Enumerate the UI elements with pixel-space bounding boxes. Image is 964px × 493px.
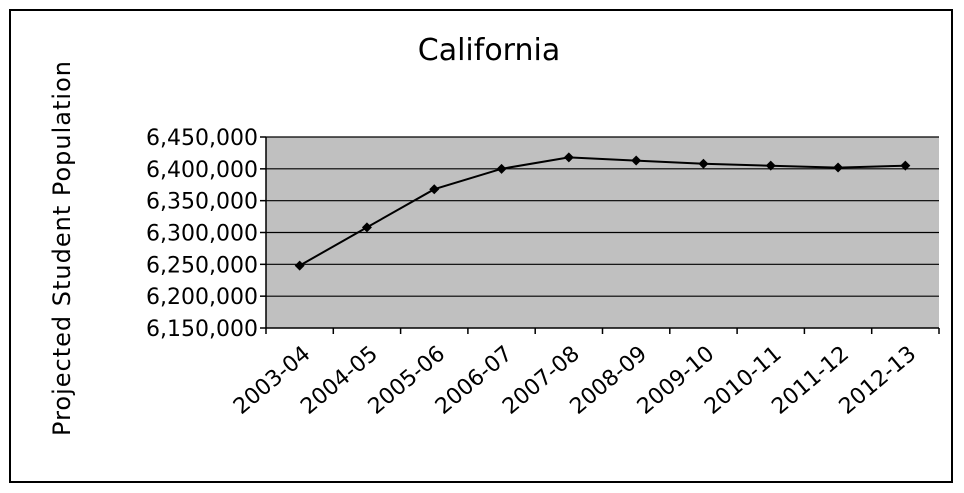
data-point [563, 152, 574, 163]
y-axis-ticks: 6,150,000 6,200,000 6,250,000 6,300,000 6,35… [146, 126, 266, 342]
y-tick-label: 6,250,000 [146, 253, 258, 278]
x-axis-ticks: 2003-042004-052005-062006-072007-082008-… [229, 328, 940, 420]
y-tick-label: 6,150,000 [146, 317, 258, 342]
data-point [294, 260, 305, 271]
chart-title: California [418, 33, 560, 68]
y-tick-label: 6,350,000 [146, 190, 258, 215]
data-point [900, 160, 911, 171]
gridlines [266, 136, 939, 297]
data-point [631, 155, 642, 166]
data-point [698, 158, 709, 169]
y-axis-label: Projected Student Population [48, 60, 76, 436]
y-tick-label: 6,450,000 [146, 126, 258, 151]
y-tick-label: 6,400,000 [146, 158, 258, 183]
data-point [765, 160, 776, 171]
data-point [496, 163, 507, 174]
series-group [294, 152, 911, 271]
y-tick-label: 6,300,000 [146, 222, 258, 247]
series-line [299, 156, 906, 267]
data-point [833, 162, 844, 173]
data-point [429, 184, 440, 195]
y-tick-label: 6,200,000 [146, 285, 258, 310]
data-point [361, 222, 372, 233]
